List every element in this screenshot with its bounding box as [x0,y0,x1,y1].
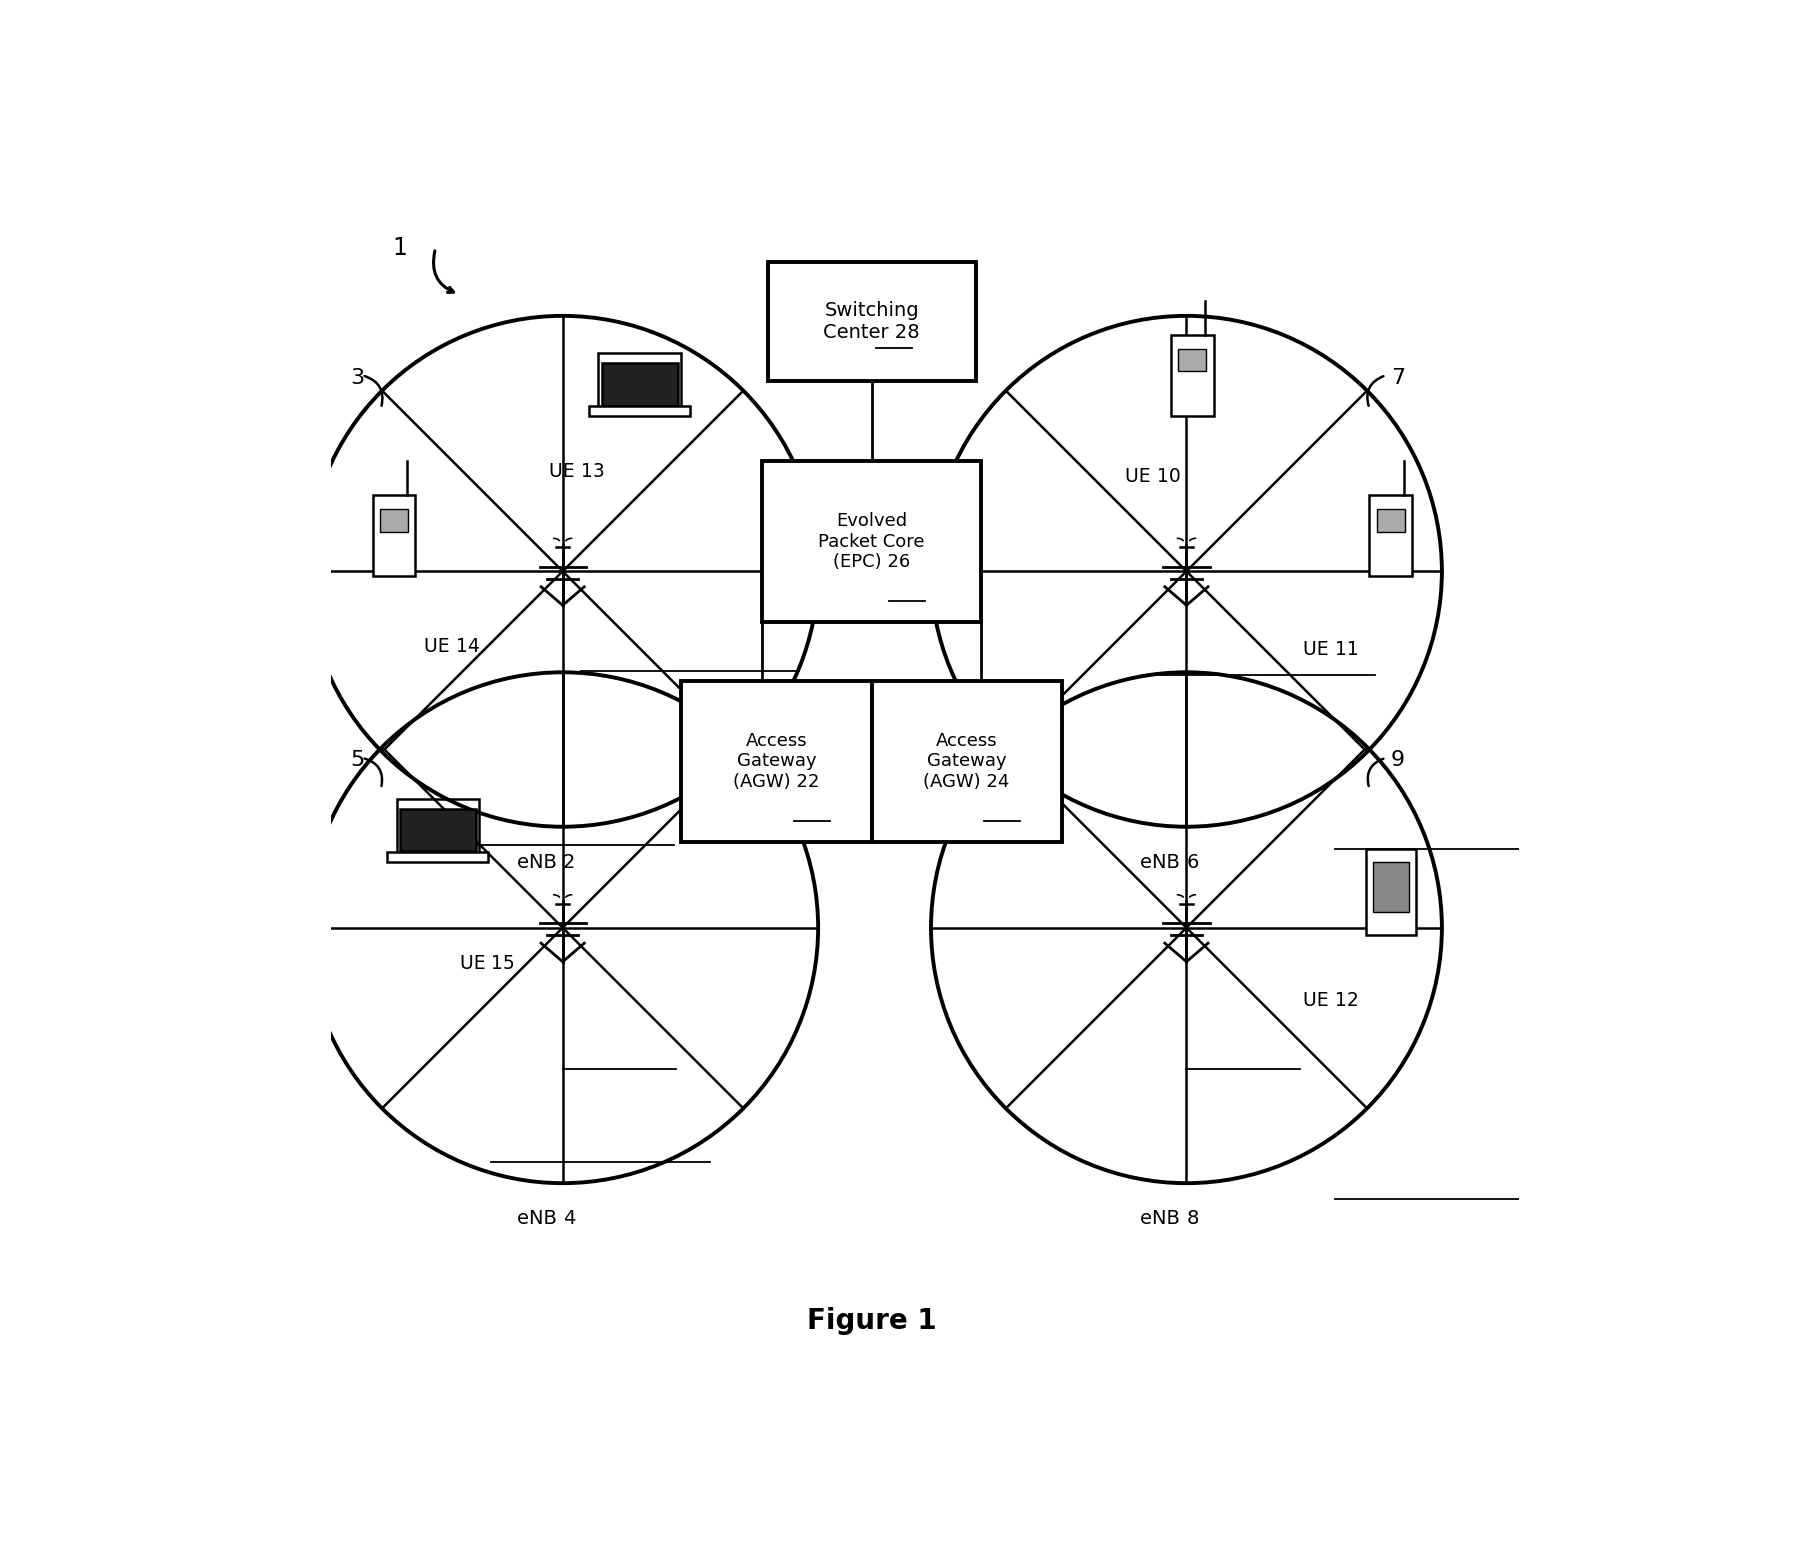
Text: 8: 8 [1186,1210,1199,1228]
Text: 14: 14 [455,637,480,656]
Text: UE: UE [1125,466,1157,486]
Text: 13: 13 [581,461,605,481]
Text: UE: UE [424,637,455,656]
Bar [1370,495,1412,576]
Text: 4: 4 [563,1210,576,1228]
Text: 10: 10 [1157,466,1180,486]
Text: Figure 1: Figure 1 [807,1307,937,1335]
Text: 1: 1 [393,236,408,261]
Text: 5: 5 [350,750,365,770]
Bar [1171,335,1213,415]
Bar [397,799,480,853]
Text: Evolved
Packet Core
(EPC) 26: Evolved Packet Core (EPC) 26 [818,512,924,571]
Text: 12: 12 [1336,991,1359,1009]
Text: 11: 11 [1336,640,1359,659]
Bar [599,353,680,407]
Bar [767,262,975,381]
Text: 7: 7 [1392,367,1404,387]
Text: eNB: eNB [516,853,563,872]
Bar [762,461,982,622]
Text: UE: UE [549,461,581,481]
Bar [1377,509,1404,532]
Bar [1366,849,1415,935]
Text: UE: UE [460,954,491,974]
Bar [590,406,690,417]
Bar [388,852,489,861]
Bar [682,680,872,841]
Bar [1179,349,1206,372]
Bar [1374,863,1408,912]
Text: eNB: eNB [1141,853,1186,872]
Text: 3: 3 [350,367,365,387]
Bar [401,809,477,852]
Bar [381,509,408,532]
Bar [603,363,679,406]
Bar [872,680,1061,841]
Text: UE: UE [1303,640,1336,659]
Text: Access
Gateway
(AGW) 24: Access Gateway (AGW) 24 [924,731,1009,792]
Text: 2: 2 [563,853,576,872]
Text: eNB: eNB [516,1210,563,1228]
Text: 15: 15 [491,954,514,974]
Text: Access
Gateway
(AGW) 22: Access Gateway (AGW) 22 [733,731,819,792]
Text: eNB: eNB [1141,1210,1186,1228]
Text: 6: 6 [1186,853,1199,872]
Text: UE: UE [1303,991,1336,1009]
Text: 9: 9 [1392,750,1404,770]
Bar [372,495,415,576]
Text: Switching
Center 28: Switching Center 28 [823,301,921,343]
